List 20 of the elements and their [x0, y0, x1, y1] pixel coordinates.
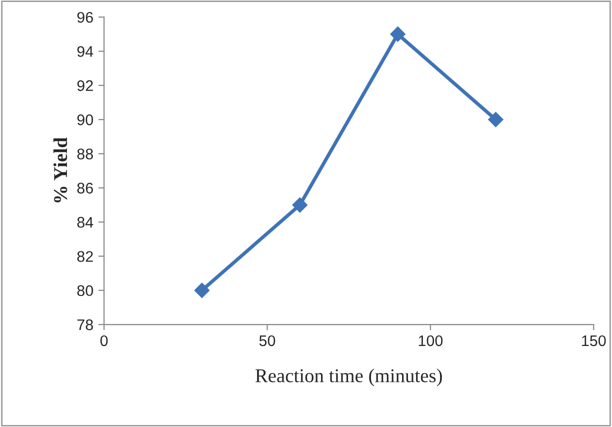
y-tick-label: 84 — [77, 216, 94, 228]
point — [292, 197, 308, 213]
y-tick-label: 80 — [77, 285, 94, 296]
y-tick-label: 82 — [77, 251, 93, 262]
x-tick-label: 100 — [418, 335, 443, 346]
x-tick-label: 0 — [100, 335, 108, 346]
point — [488, 112, 504, 128]
y-tick-label: 88 — [77, 148, 93, 160]
x-tick-label: 50 — [259, 335, 276, 346]
y-tick-label: 96 — [77, 12, 93, 23]
y-tick-label: 94 — [77, 46, 94, 57]
y-tick-label: 86 — [77, 182, 93, 194]
y-axis-title: % Yield — [53, 137, 68, 202]
x-tick-label: 150 — [582, 335, 606, 346]
point — [194, 282, 210, 298]
y-tick-label: 78 — [77, 319, 93, 330]
x-axis-title: Reaction time (minutes) — [255, 368, 442, 386]
point — [390, 26, 406, 42]
y-tick-label: 90 — [77, 114, 94, 126]
y-tick-label: 92 — [77, 80, 93, 92]
